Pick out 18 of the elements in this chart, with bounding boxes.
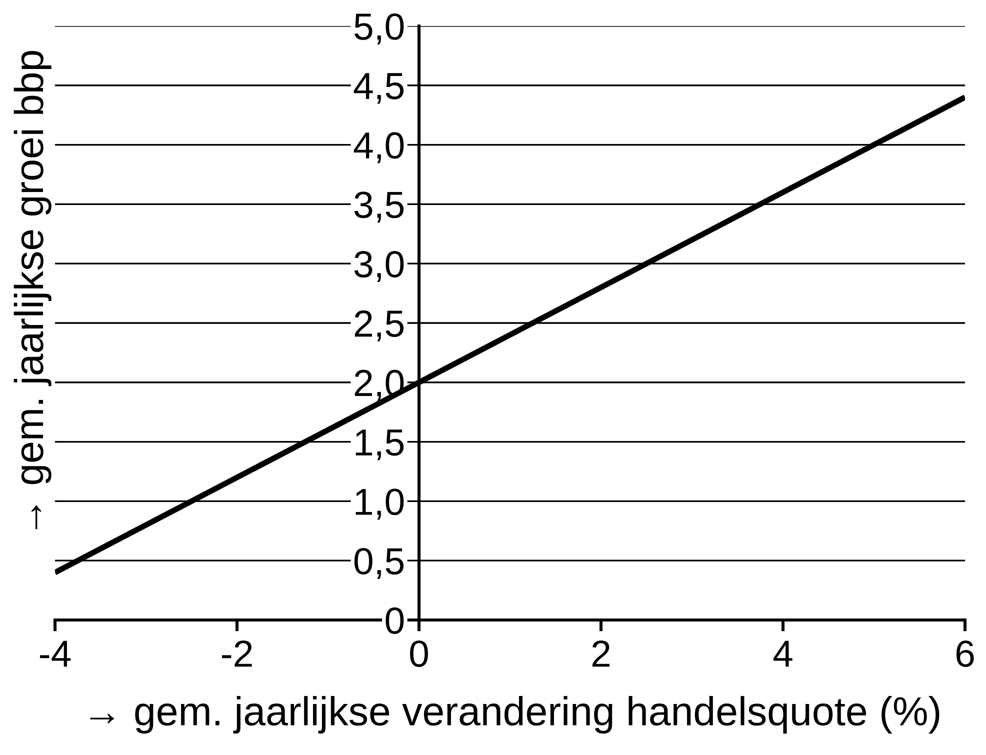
y-tick-label: 3,0 xyxy=(354,250,404,282)
x-tick-label: -2 xyxy=(222,640,252,667)
x-tick-label: 2 xyxy=(592,640,610,667)
x-tick-label: 4 xyxy=(773,640,792,667)
x-tick-label: -4 xyxy=(40,640,71,667)
y-tick-label: 1,5 xyxy=(356,430,404,460)
y-tick-label: 1,0 xyxy=(356,488,404,520)
y-tick-label: 4,0 xyxy=(354,132,404,164)
x-tick-label: 0 xyxy=(410,640,428,667)
y-tick-label: 3,5 xyxy=(354,192,404,223)
y-axis-title: → gem. jaarlijkse groei bbp xyxy=(14,50,52,530)
y-tick-label: 4,5 xyxy=(354,73,404,104)
y-tick-label: 2,5 xyxy=(354,310,404,342)
x-tick-label: 6 xyxy=(956,640,974,667)
x-axis-title: → gem. jaarlijkse verandering handelsquote (%) xyxy=(90,696,940,734)
y-tick-label: 0,5 xyxy=(354,548,404,579)
y-tick-label: 5,0 xyxy=(354,13,404,44)
y-tick-label: 0 xyxy=(386,607,404,634)
